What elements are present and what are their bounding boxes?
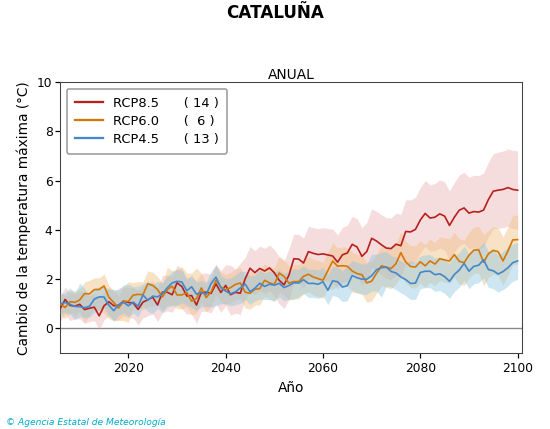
Text: © Agencia Estatal de Meteorología: © Agencia Estatal de Meteorología bbox=[6, 418, 165, 427]
Text: CATALUÑA: CATALUÑA bbox=[226, 4, 324, 22]
Legend: RCP8.5      ( 14 ), RCP6.0      (  6 ), RCP4.5      ( 13 ): RCP8.5 ( 14 ), RCP6.0 ( 6 ), RCP4.5 ( 13… bbox=[67, 89, 227, 154]
Title: ANUAL: ANUAL bbox=[268, 68, 315, 82]
Y-axis label: Cambio de la temperatura máxima (°C): Cambio de la temperatura máxima (°C) bbox=[16, 81, 31, 354]
X-axis label: Año: Año bbox=[278, 381, 305, 396]
